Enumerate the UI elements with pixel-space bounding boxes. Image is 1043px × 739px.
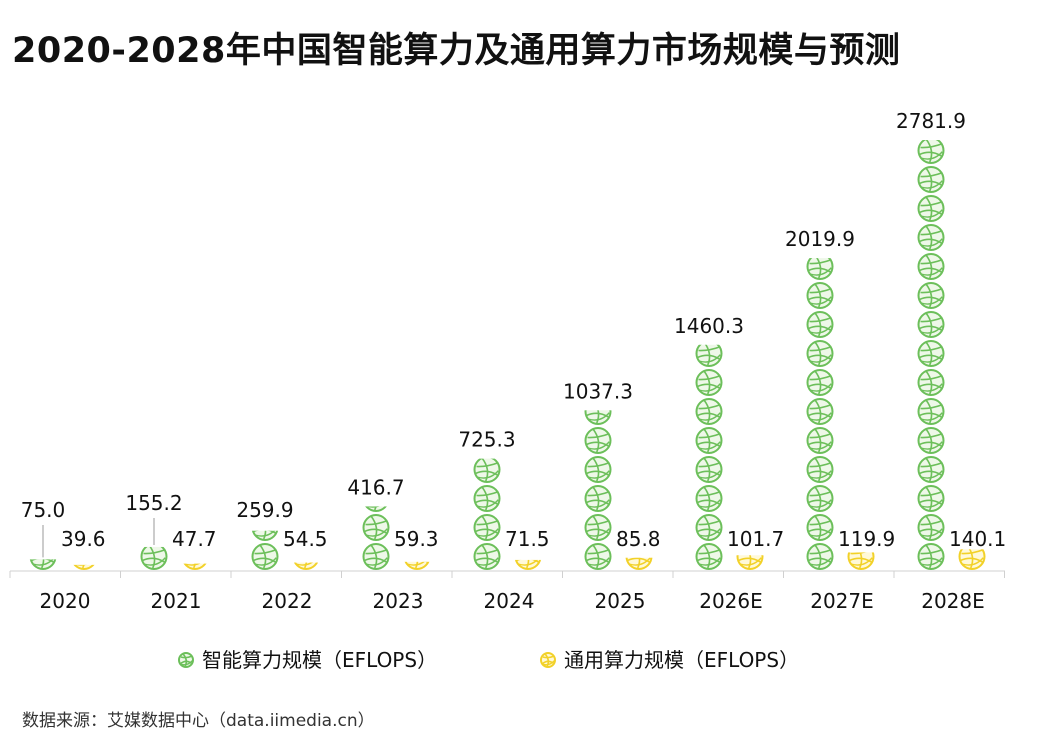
x-tick-label: 2027E	[810, 589, 874, 613]
x-tick-label: 2024	[484, 589, 535, 613]
bar-general-compute	[69, 564, 99, 571]
bar-general-compute	[402, 561, 432, 571]
legend-globe-icon	[540, 652, 556, 668]
data-label-intelligent: 155.2	[125, 491, 182, 515]
data-label-intelligent: 1037.3	[563, 379, 633, 403]
bar-general-compute	[735, 555, 765, 571]
data-label-intelligent: 1460.3	[674, 314, 744, 338]
source-note: 数据来源：艾媒数据中心（data.iimedia.cn）	[22, 711, 375, 731]
data-label-general: 54.5	[283, 527, 328, 551]
data-label-intelligent: 75.0	[21, 498, 66, 522]
legend-label: 智能算力规模（EFLOPS）	[202, 648, 437, 672]
data-label-general: 71.5	[505, 527, 550, 551]
bar-intelligent-compute	[583, 410, 613, 571]
data-label-intelligent: 2781.9	[896, 109, 966, 133]
data-label-intelligent: 725.3	[458, 428, 515, 452]
bar-intelligent-compute	[361, 506, 391, 571]
x-tick-label: 2022	[262, 589, 313, 613]
x-tick-label: 2023	[373, 589, 424, 613]
bar-general-compute	[624, 557, 654, 571]
data-label-general: 119.9	[838, 527, 895, 551]
data-label-intelligent: 259.9	[236, 498, 293, 522]
legend: 智能算力规模（EFLOPS） 通用算力规模（EFLOPS）	[178, 648, 799, 672]
bar-general-compute	[291, 562, 321, 571]
data-label-general: 85.8	[616, 527, 661, 551]
bar-intelligent-compute	[805, 258, 835, 571]
data-label-general: 101.7	[727, 527, 784, 551]
x-tick-label: 2028E	[921, 589, 985, 613]
data-label-general: 47.7	[172, 527, 217, 551]
data-label-general: 59.3	[394, 527, 439, 551]
chart-title: 2020-2028年中国智能算力及通用算力市场规模与预测	[12, 31, 901, 71]
x-tick-label: 2025	[595, 589, 646, 613]
bar-intelligent-compute	[28, 559, 58, 571]
x-tick-label: 2021	[151, 589, 202, 613]
bar-intelligent-compute	[694, 344, 724, 571]
bar-general-compute	[513, 559, 543, 571]
bar-intelligent-compute	[916, 140, 946, 571]
data-label-intelligent: 416.7	[347, 475, 404, 499]
legend-globe-icon	[178, 652, 194, 668]
legend-label: 通用算力规模（EFLOPS）	[564, 648, 799, 672]
bar-intelligent-compute	[472, 458, 502, 571]
bar-general-compute	[846, 552, 876, 571]
data-label-general: 140.1	[949, 527, 1006, 551]
data-label-general: 39.6	[61, 527, 106, 551]
x-tick-label: 2020	[40, 589, 91, 613]
bar-intelligent-compute	[139, 546, 169, 571]
bar-intelligent-compute	[250, 530, 280, 571]
bar-general-compute	[957, 549, 987, 571]
x-tick-label: 2026E	[699, 589, 763, 613]
data-label-intelligent: 2019.9	[785, 227, 855, 251]
bar-general-compute	[180, 563, 210, 571]
